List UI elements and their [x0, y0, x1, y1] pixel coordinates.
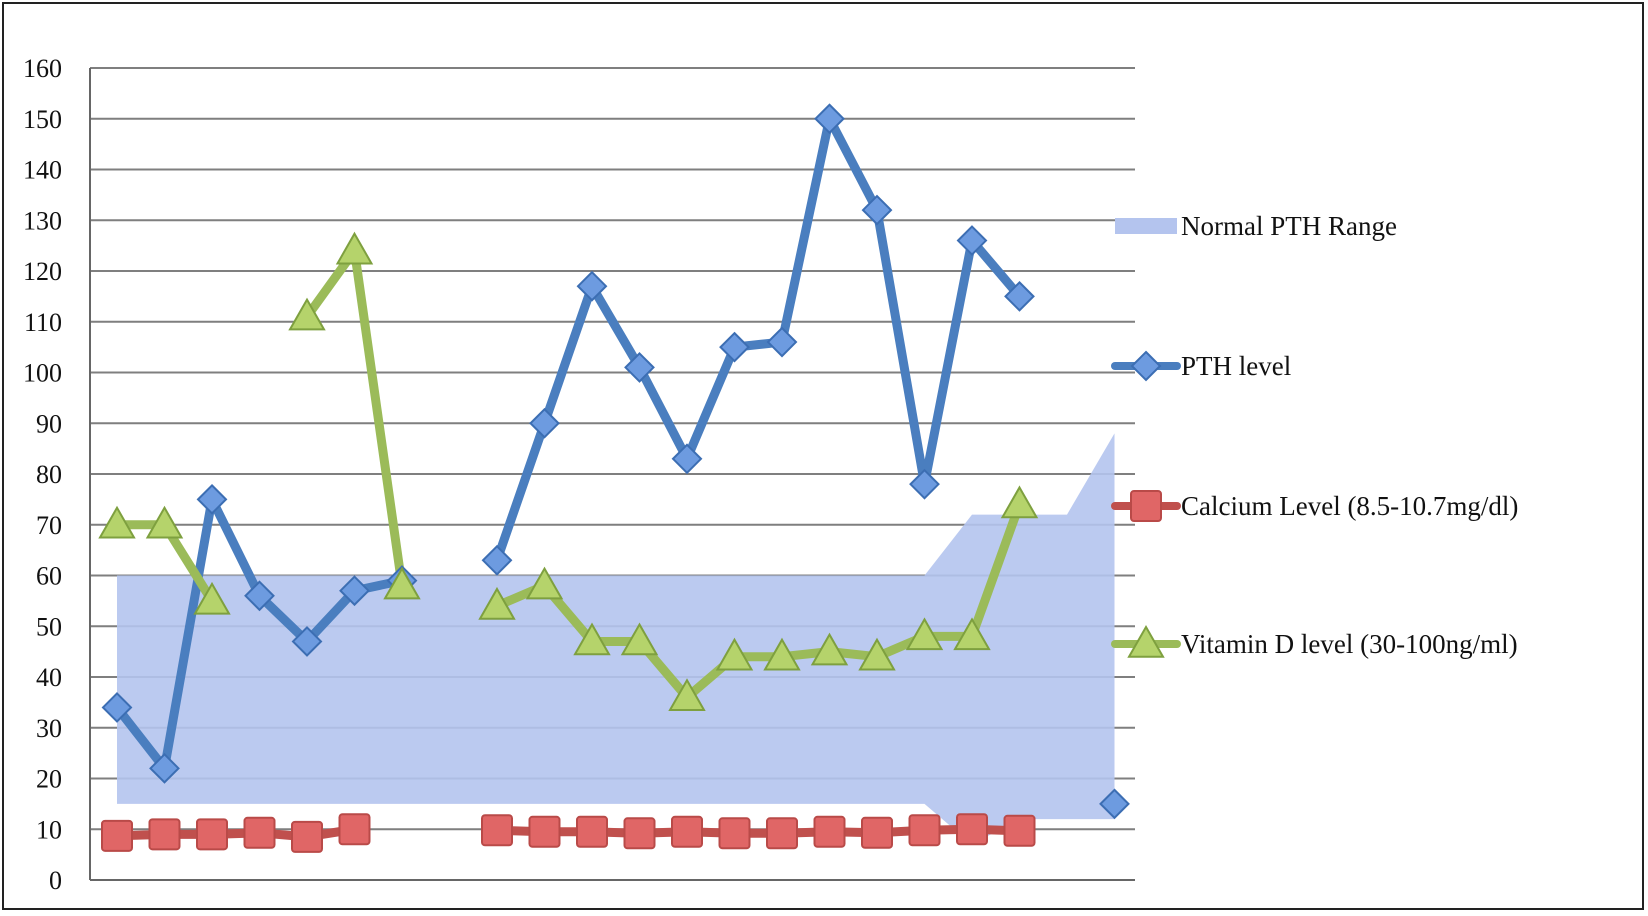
calcium-level-8-5-10-7mg-dl-point	[672, 817, 702, 847]
y-axis-tick-labels: 0 10 20 30 40 50 60 70 80 90 100 110 120 130 140 150 160	[23, 54, 62, 895]
y-tick-label: 50	[36, 612, 62, 641]
legend-label: Vitamin D level (30-100ng/ml)	[1181, 629, 1518, 659]
calcium-level-8-5-10-7mg-dl-point	[767, 818, 797, 848]
calcium-level-8-5-10-7mg-dl-point	[292, 822, 322, 852]
calcium-level-8-5-10-7mg-dl-point	[625, 818, 655, 848]
y-tick-label: 0	[49, 866, 62, 895]
calcium-level-8-5-10-7mg-dl-point	[815, 817, 845, 847]
calcium-level-8-5-10-7mg-dl-point	[245, 818, 275, 848]
y-tick-label: 10	[36, 815, 62, 844]
vitamin-d-level-30-100ng-ml-line	[307, 251, 402, 586]
legend-item-pth-level: PTH level	[1115, 351, 1291, 381]
pth-level-point	[531, 409, 559, 437]
legend-marker	[1131, 491, 1161, 521]
calcium-level-8-5-10-7mg-dl-point	[197, 819, 227, 849]
y-tick-label: 60	[36, 562, 62, 591]
y-tick-label: 30	[36, 714, 62, 743]
legend-item-vitamin-d-level-30-100ng-ml: Vitamin D level (30-100ng/ml)	[1115, 627, 1518, 659]
legend-label: Calcium Level (8.5-10.7mg/dl)	[1181, 491, 1518, 521]
y-tick-label: 70	[36, 511, 62, 540]
y-tick-label: 140	[23, 156, 62, 185]
calcium-level-8-5-10-7mg-dl-point	[102, 821, 132, 851]
calcium-level-8-5-10-7mg-dl-point	[862, 818, 892, 848]
calcium-level-8-5-10-7mg-dl-line	[497, 829, 1020, 833]
calcium-level-8-5-10-7mg-dl-point	[577, 817, 607, 847]
y-tick-label: 80	[36, 460, 62, 489]
legend: Normal PTH Range PTH level Calcium Level (…	[1115, 211, 1518, 659]
calcium-level-8-5-10-7mg-dl-point	[530, 817, 560, 847]
vitamin-d-level-30-100ng-ml-point	[1003, 487, 1037, 517]
calcium-level-8-5-10-7mg-dl-point	[340, 814, 370, 844]
legend-label: PTH level	[1181, 351, 1291, 381]
pth-level-point	[721, 333, 749, 361]
calcium-level-8-5-10-7mg-dl-point	[1005, 816, 1035, 846]
legend-item-normal-pth-range: Normal PTH Range	[1115, 211, 1397, 241]
y-tick-label: 110	[24, 308, 62, 337]
y-tick-label: 40	[36, 663, 62, 692]
y-tick-label: 20	[36, 765, 62, 794]
y-tick-label: 160	[23, 54, 62, 83]
calcium-level-8-5-10-7mg-dl-point	[720, 818, 750, 848]
legend-swatch	[1115, 218, 1177, 234]
vitamin-d-level-30-100ng-ml-point	[338, 234, 372, 264]
pth-level-point	[768, 328, 796, 356]
calcium-level-8-5-10-7mg-dl-point	[150, 819, 180, 849]
y-tick-label: 90	[36, 409, 62, 438]
pth-level-line	[497, 119, 1020, 561]
y-tick-label: 150	[23, 105, 62, 134]
calcium-level-8-5-10-7mg-dl-point	[957, 814, 987, 844]
legend-item-calcium-level-8-5-10-7mg-dl: Calcium Level (8.5-10.7mg/dl)	[1115, 491, 1518, 521]
y-tick-label: 130	[23, 206, 62, 235]
legend-marker	[1132, 352, 1160, 380]
calcium-level-8-5-10-7mg-dl-point	[482, 815, 512, 845]
y-tick-label: 120	[23, 257, 62, 286]
y-tick-label: 100	[23, 359, 62, 388]
calcium-level-8-5-10-7mg-dl-point	[910, 815, 940, 845]
pth-level-point	[483, 546, 511, 574]
legend-label: Normal PTH Range	[1181, 211, 1397, 241]
